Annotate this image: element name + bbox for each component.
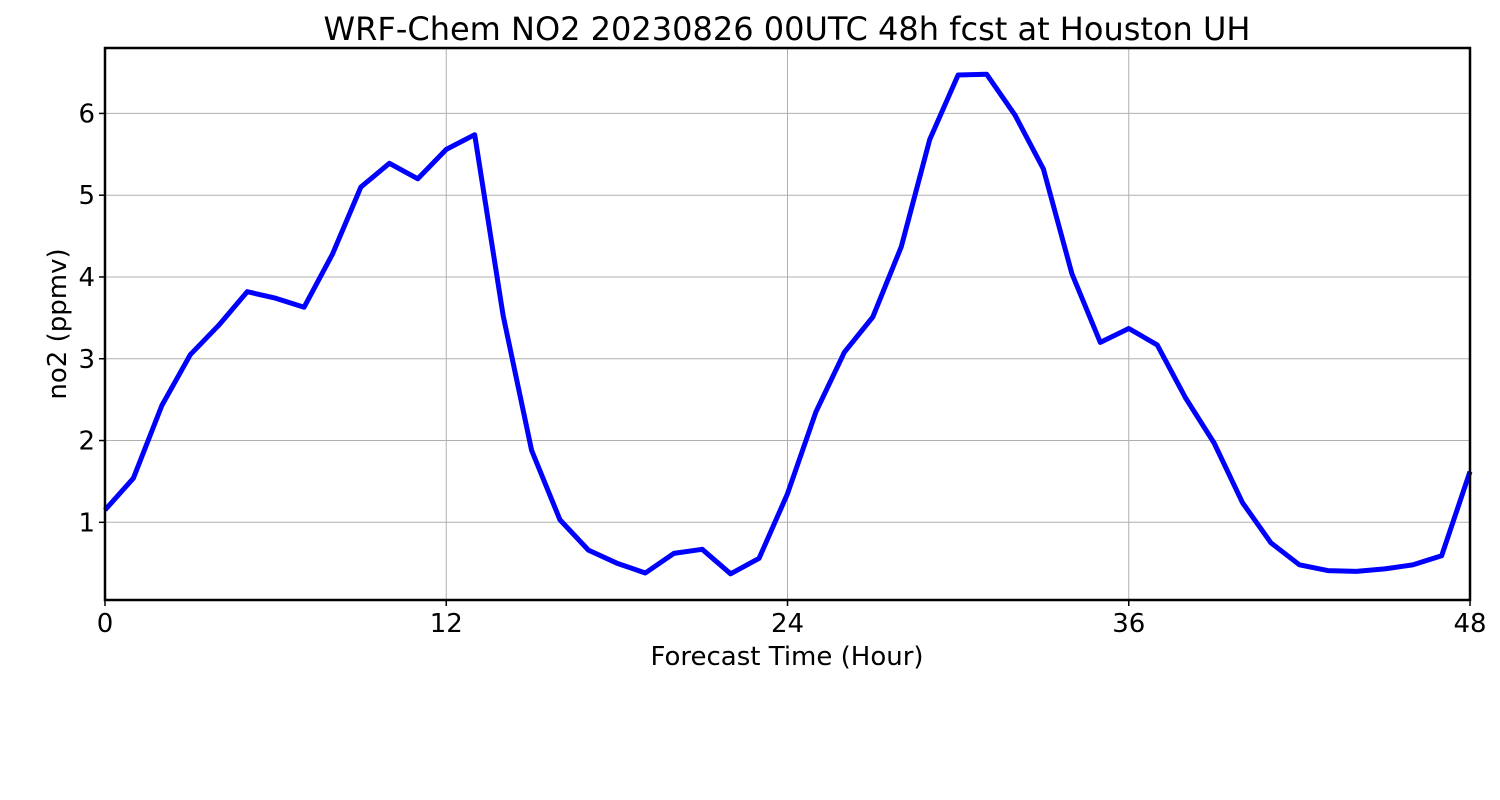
no2-data-point	[216, 323, 221, 328]
no2-data-point	[927, 137, 932, 142]
no2-data-point	[1212, 441, 1217, 446]
no2-data-point	[131, 476, 136, 481]
no2-data-point	[501, 313, 506, 318]
no2-data-point	[813, 409, 818, 414]
no2-data-point	[757, 556, 762, 561]
x-tick-label: 12	[430, 609, 463, 639]
no2-data-point	[1354, 569, 1359, 574]
no2-data-point	[1126, 326, 1131, 331]
no2-data-point	[245, 289, 250, 294]
no2-data-point	[1268, 540, 1273, 545]
no2-data-point	[586, 548, 591, 553]
series-layer	[103, 71, 1473, 577]
no2-series-line	[103, 71, 1473, 577]
no2-data-point	[700, 547, 705, 552]
x-tick-label: 24	[771, 609, 804, 639]
chart-title: WRF-Chem NO2 20230826 00UTC 48h fcst at …	[324, 10, 1251, 48]
no2-data-point	[1013, 113, 1018, 118]
no2-data-point	[1098, 340, 1103, 345]
x-tick-label: 48	[1453, 609, 1486, 639]
no2-data-point	[1155, 342, 1160, 347]
no2-data-point	[330, 252, 335, 257]
no2-data-point	[956, 73, 961, 78]
no2-data-point	[1439, 553, 1444, 558]
no2-data-point	[159, 403, 164, 408]
no2-data-point	[1325, 568, 1330, 573]
no2-data-point	[1240, 500, 1245, 505]
no2-data-point	[415, 176, 420, 181]
no2-data-point	[444, 147, 449, 152]
no2-data-point	[870, 315, 875, 320]
x-axis-ticks: 0 12 24 36 48	[97, 600, 1487, 639]
x-tick-label: 36	[1112, 609, 1145, 639]
no2-data-point	[1382, 566, 1387, 571]
y-tick-label: 2	[78, 427, 95, 457]
no2-data-point	[728, 571, 733, 576]
grid	[104, 48, 1471, 600]
no2-data-point	[842, 350, 847, 355]
no2-data-point	[1411, 562, 1416, 567]
no2-data-point	[472, 132, 477, 137]
no2-data-point	[614, 561, 619, 566]
y-tick-label: 6	[78, 99, 95, 129]
no2-data-point	[273, 296, 278, 301]
no2-data-point	[302, 305, 307, 310]
no2-data-point	[984, 72, 989, 77]
no2-data-point	[558, 517, 563, 522]
x-axis-label: Forecast Time (Hour)	[650, 642, 923, 672]
y-tick-label: 5	[78, 181, 95, 211]
no2-data-point	[1297, 562, 1302, 567]
no2-data-point	[1069, 271, 1074, 276]
no2-data-point	[358, 185, 363, 190]
y-tick-label: 3	[78, 345, 95, 375]
no2-data-point	[643, 571, 648, 576]
no2-data-point	[671, 551, 676, 556]
no2-data-point	[785, 491, 790, 496]
y-axis-ticks: 1 2 3 4 5 6	[78, 99, 105, 538]
y-axis-label: no2 (ppmv)	[43, 248, 73, 399]
no2-data-point	[1183, 396, 1188, 401]
no2-data-point	[1041, 167, 1046, 172]
x-tick-label: 0	[97, 609, 114, 639]
y-tick-label: 1	[78, 508, 95, 538]
no2-data-point	[387, 161, 392, 166]
y-tick-label: 4	[78, 263, 95, 293]
no2-data-point	[899, 244, 904, 249]
no2-data-point	[529, 448, 534, 453]
no2-data-point	[188, 352, 193, 357]
